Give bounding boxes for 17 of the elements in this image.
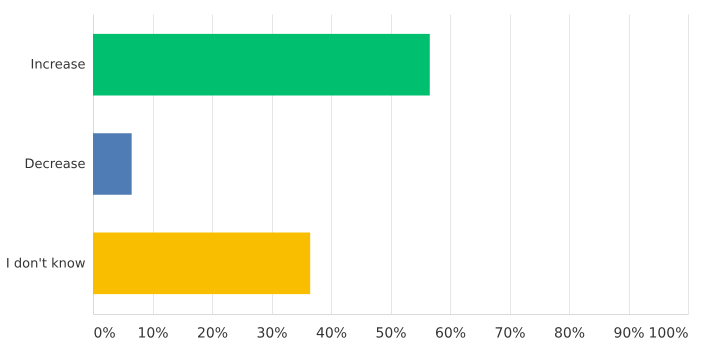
- y-tick-label: Decrease: [24, 157, 86, 172]
- y-tick-label: I don't know: [6, 256, 86, 272]
- bar: [93, 232, 310, 294]
- x-tick-label: 40%: [316, 326, 348, 342]
- x-tick-label: 80%: [554, 326, 586, 342]
- x-tick-label: 20%: [196, 326, 228, 342]
- x-tick-label: 60%: [434, 326, 466, 342]
- x-tick-label: 90%: [613, 326, 645, 342]
- bar: [93, 133, 132, 195]
- x-tick-label: 10%: [137, 326, 169, 342]
- x-tick-label: 70%: [494, 326, 526, 342]
- x-tick-label: 0%: [94, 326, 116, 342]
- bar: [93, 34, 430, 96]
- y-tick-label: Increase: [30, 58, 86, 73]
- x-tick-label: 50%: [375, 326, 407, 342]
- x-tick-label: 30%: [256, 326, 288, 342]
- x-tick-label: 100%: [648, 326, 688, 342]
